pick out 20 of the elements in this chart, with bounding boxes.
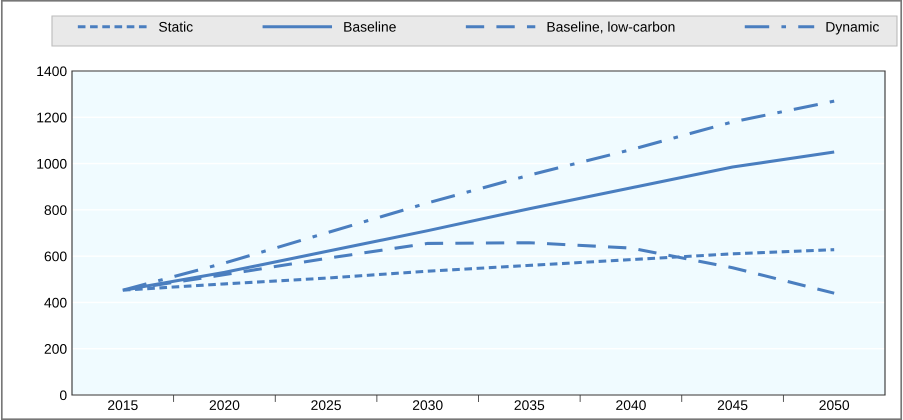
y-tick-label: 1200 bbox=[37, 112, 67, 122]
legend-label: Static bbox=[159, 22, 193, 32]
y-tick-label: 600 bbox=[44, 251, 67, 262]
y-tick-label: 1000 bbox=[37, 158, 67, 169]
legend-label: Dynamic bbox=[826, 22, 879, 35]
y-tick-label: 400 bbox=[44, 298, 67, 308]
x-tick-label: 2045 bbox=[718, 400, 748, 410]
y-tick-label: 800 bbox=[44, 205, 67, 216]
x-tick-label: 2050 bbox=[819, 400, 850, 410]
x-tick-label: 2025 bbox=[311, 400, 341, 410]
y-tick-label: 0 bbox=[60, 390, 67, 400]
x-tick-label: 2015 bbox=[108, 400, 138, 410]
legend-label: Baseline, low-carbon bbox=[548, 22, 674, 34]
x-tick-label: 2040 bbox=[616, 400, 646, 410]
x-tick-label: 2030 bbox=[412, 400, 443, 410]
legend-label: Baseline bbox=[344, 22, 396, 32]
x-tick-label: 2020 bbox=[210, 400, 240, 410]
y-tick-label: 200 bbox=[44, 344, 67, 354]
y-tick-label: 1400 bbox=[37, 66, 67, 76]
x-tick-label: 2035 bbox=[514, 400, 544, 410]
